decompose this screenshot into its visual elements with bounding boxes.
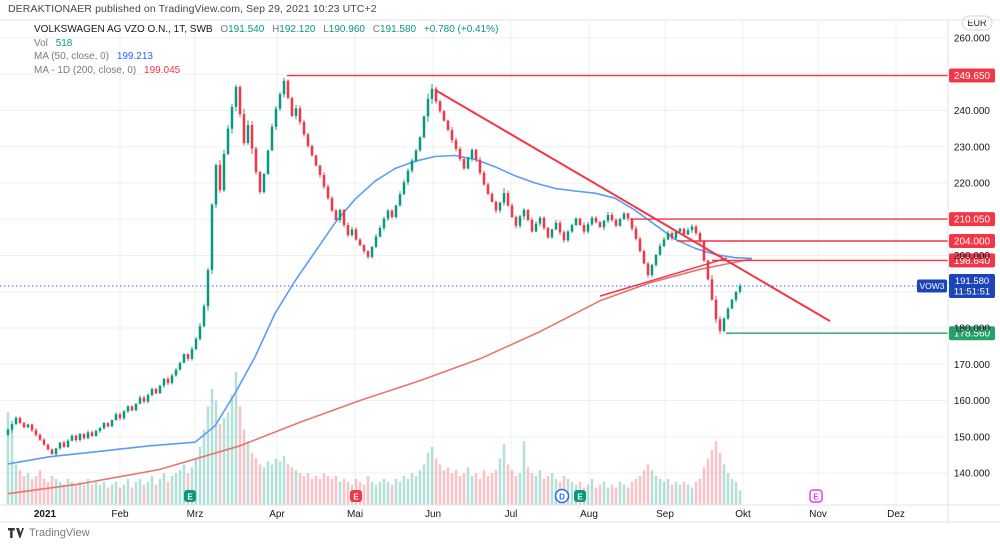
- price-level-label: [949, 253, 995, 268]
- legend-symbol-row: VOLKSWAGEN AG VZO O.N., 1T, SWB O191.540…: [34, 23, 498, 37]
- price-level-label: [949, 68, 995, 83]
- svg-text:200.000: 200.000: [954, 251, 991, 262]
- svg-text:Nov: Nov: [809, 509, 827, 520]
- earnings-marker[interactable]: E: [574, 490, 586, 502]
- ma50-value: 199.213: [116, 51, 153, 62]
- svg-text:Okt: Okt: [735, 509, 751, 520]
- svg-text:E: E: [187, 493, 193, 502]
- svg-text:204.000: 204.000: [954, 237, 991, 248]
- upcoming-earnings-marker[interactable]: E: [809, 489, 823, 503]
- moving-averages: [7, 154, 753, 495]
- legend-volume-row: Vol 518: [34, 37, 498, 51]
- svg-text:249.650: 249.650: [954, 71, 991, 82]
- price-level-label: [949, 234, 995, 248]
- drawn-lines[interactable]: [0, 74, 948, 334]
- volume-bars: [6, 371, 742, 505]
- footer-bar: TradingView: [8, 527, 90, 539]
- open-value: 191.540: [228, 24, 265, 35]
- dividend-marker[interactable]: D: [554, 488, 570, 504]
- svg-text:D: D: [559, 493, 565, 502]
- svg-text:198.640: 198.640: [954, 256, 991, 267]
- svg-text:Jun: Jun: [425, 509, 441, 520]
- svg-text:11:51:51: 11:51:51: [954, 287, 990, 298]
- legend-ma200-row: MA - 1D (200, close, 0) 199.045: [34, 64, 498, 78]
- tradingview-logo-icon[interactable]: [8, 527, 24, 539]
- svg-text:Aug: Aug: [580, 509, 598, 520]
- svg-text:Apr: Apr: [269, 509, 285, 520]
- current-price-label: [949, 274, 995, 299]
- price-axis[interactable]: 249.650 210.050 204.000 198.640 178.560 VOW3 1…: [917, 15, 995, 480]
- svg-text:230.000: 230.000: [954, 142, 991, 153]
- trendline[interactable]: [599, 257, 728, 297]
- svg-text:220.000: 220.000: [954, 179, 991, 190]
- price-level-label: [949, 326, 995, 341]
- low-label: L: [323, 24, 329, 35]
- earnings-marker[interactable]: E: [350, 490, 362, 502]
- chart-legend: VOLKSWAGEN AG VZO O.N., 1T, SWB O191.540…: [34, 23, 498, 77]
- svg-text:191.580: 191.580: [955, 276, 989, 287]
- svg-text:Jul: Jul: [505, 509, 518, 520]
- high-value: 192.120: [279, 24, 316, 35]
- svg-text:Sep: Sep: [656, 509, 674, 520]
- svg-text:240.000: 240.000: [954, 106, 991, 117]
- svg-text:150.000: 150.000: [954, 432, 991, 443]
- volume-value: 518: [55, 37, 73, 49]
- open-label: O: [220, 24, 229, 35]
- svg-text:180.000: 180.000: [954, 324, 991, 335]
- trendline[interactable]: [434, 88, 831, 322]
- symbol-title: VOLKSWAGEN AG VZO O.N., 1T, SWB: [34, 24, 213, 35]
- svg-text:VOW3: VOW3: [919, 281, 944, 291]
- ma50-line: [7, 154, 753, 465]
- earnings-marker[interactable]: E: [184, 490, 196, 502]
- svg-text:2021: 2021: [34, 509, 57, 520]
- svg-text:Mai: Mai: [347, 509, 363, 520]
- change-value: +0.780 (+0.41%): [423, 24, 499, 35]
- svg-text:140.000: 140.000: [954, 469, 991, 480]
- ma200-line: [7, 258, 753, 495]
- svg-text:160.000: 160.000: [954, 396, 991, 407]
- ma200-label: MA - 1D (200, close, 0): [34, 64, 137, 76]
- svg-text:E: E: [813, 493, 819, 502]
- close-label: C: [372, 24, 380, 35]
- time-axis[interactable]: 2021 Feb Mrz Apr Mai Jun Jul Aug Sep Okt Nov Dez: [34, 509, 905, 520]
- ma200-value: 199.045: [144, 64, 181, 76]
- low-value: 190.960: [328, 24, 365, 35]
- svg-text:E: E: [353, 493, 359, 502]
- grid: [0, 20, 948, 505]
- svg-text:EUR: EUR: [967, 18, 987, 28]
- symbol-tag: [917, 279, 947, 293]
- svg-text:210.050: 210.050: [954, 215, 991, 226]
- svg-text:E: E: [577, 493, 583, 502]
- published-header: DERAKTIONAER published on TradingView.co…: [8, 3, 377, 15]
- high-label: H: [272, 24, 280, 35]
- close-value: 191.580: [379, 24, 417, 35]
- ma50-label: MA (50, close, 0): [34, 51, 110, 62]
- tradingview-brand-text[interactable]: TradingView: [29, 527, 90, 539]
- svg-text:Dez: Dez: [887, 509, 905, 520]
- svg-text:260.000: 260.000: [954, 34, 991, 45]
- volume-label: Vol: [34, 37, 48, 49]
- svg-text:178.560: 178.560: [954, 329, 991, 340]
- svg-text:Mrz: Mrz: [187, 509, 204, 520]
- svg-text:Feb: Feb: [111, 509, 129, 520]
- candles: [6, 77, 742, 456]
- price-level-label: [949, 212, 995, 227]
- svg-text:170.000: 170.000: [954, 360, 991, 371]
- legend-ma50-row: MA (50, close, 0) 199.213: [34, 50, 498, 64]
